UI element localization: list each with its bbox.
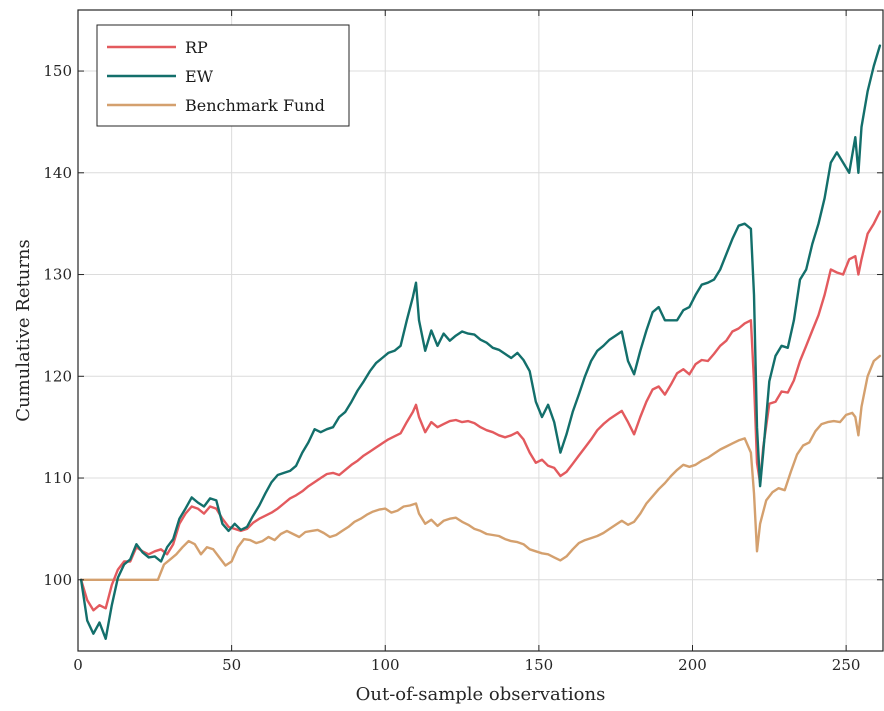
series-layer [79,44,882,640]
legend: RP EW Benchmark Fund [96,24,350,127]
series-line-ew [79,44,882,640]
x-axis-title: Out-of-sample observations [356,684,606,705]
plot-frame [77,9,884,652]
y-tick-label: 100 [43,571,72,589]
y-axis-title: Cumulative Returns [13,239,34,422]
x-tick-label: 100 [371,656,400,674]
x-tick-label: 50 [222,656,241,674]
x-tick-label: 0 [73,656,83,674]
axis-ticks [77,10,883,651]
legend-label-ew: EW [185,67,214,86]
y-tick-label: 140 [43,164,72,182]
y-tick-label: 130 [43,266,72,284]
y-tick-label: 150 [43,62,72,80]
y-tick-label: 120 [43,367,72,385]
x-tick-label: 150 [525,656,554,674]
x-tick-label: 200 [678,656,707,674]
series-line-benchmark-fund [79,354,882,581]
legend-label-rp: RP [185,38,208,57]
grid-lines [77,10,883,651]
legend-label-benchmark-fund: Benchmark Fund [185,96,325,115]
y-tick-label: 110 [43,469,72,487]
tick-labels: 0 50 100 150 200 250 100 110 120 130 140 150 [43,62,860,674]
x-tick-label: 250 [832,656,861,674]
